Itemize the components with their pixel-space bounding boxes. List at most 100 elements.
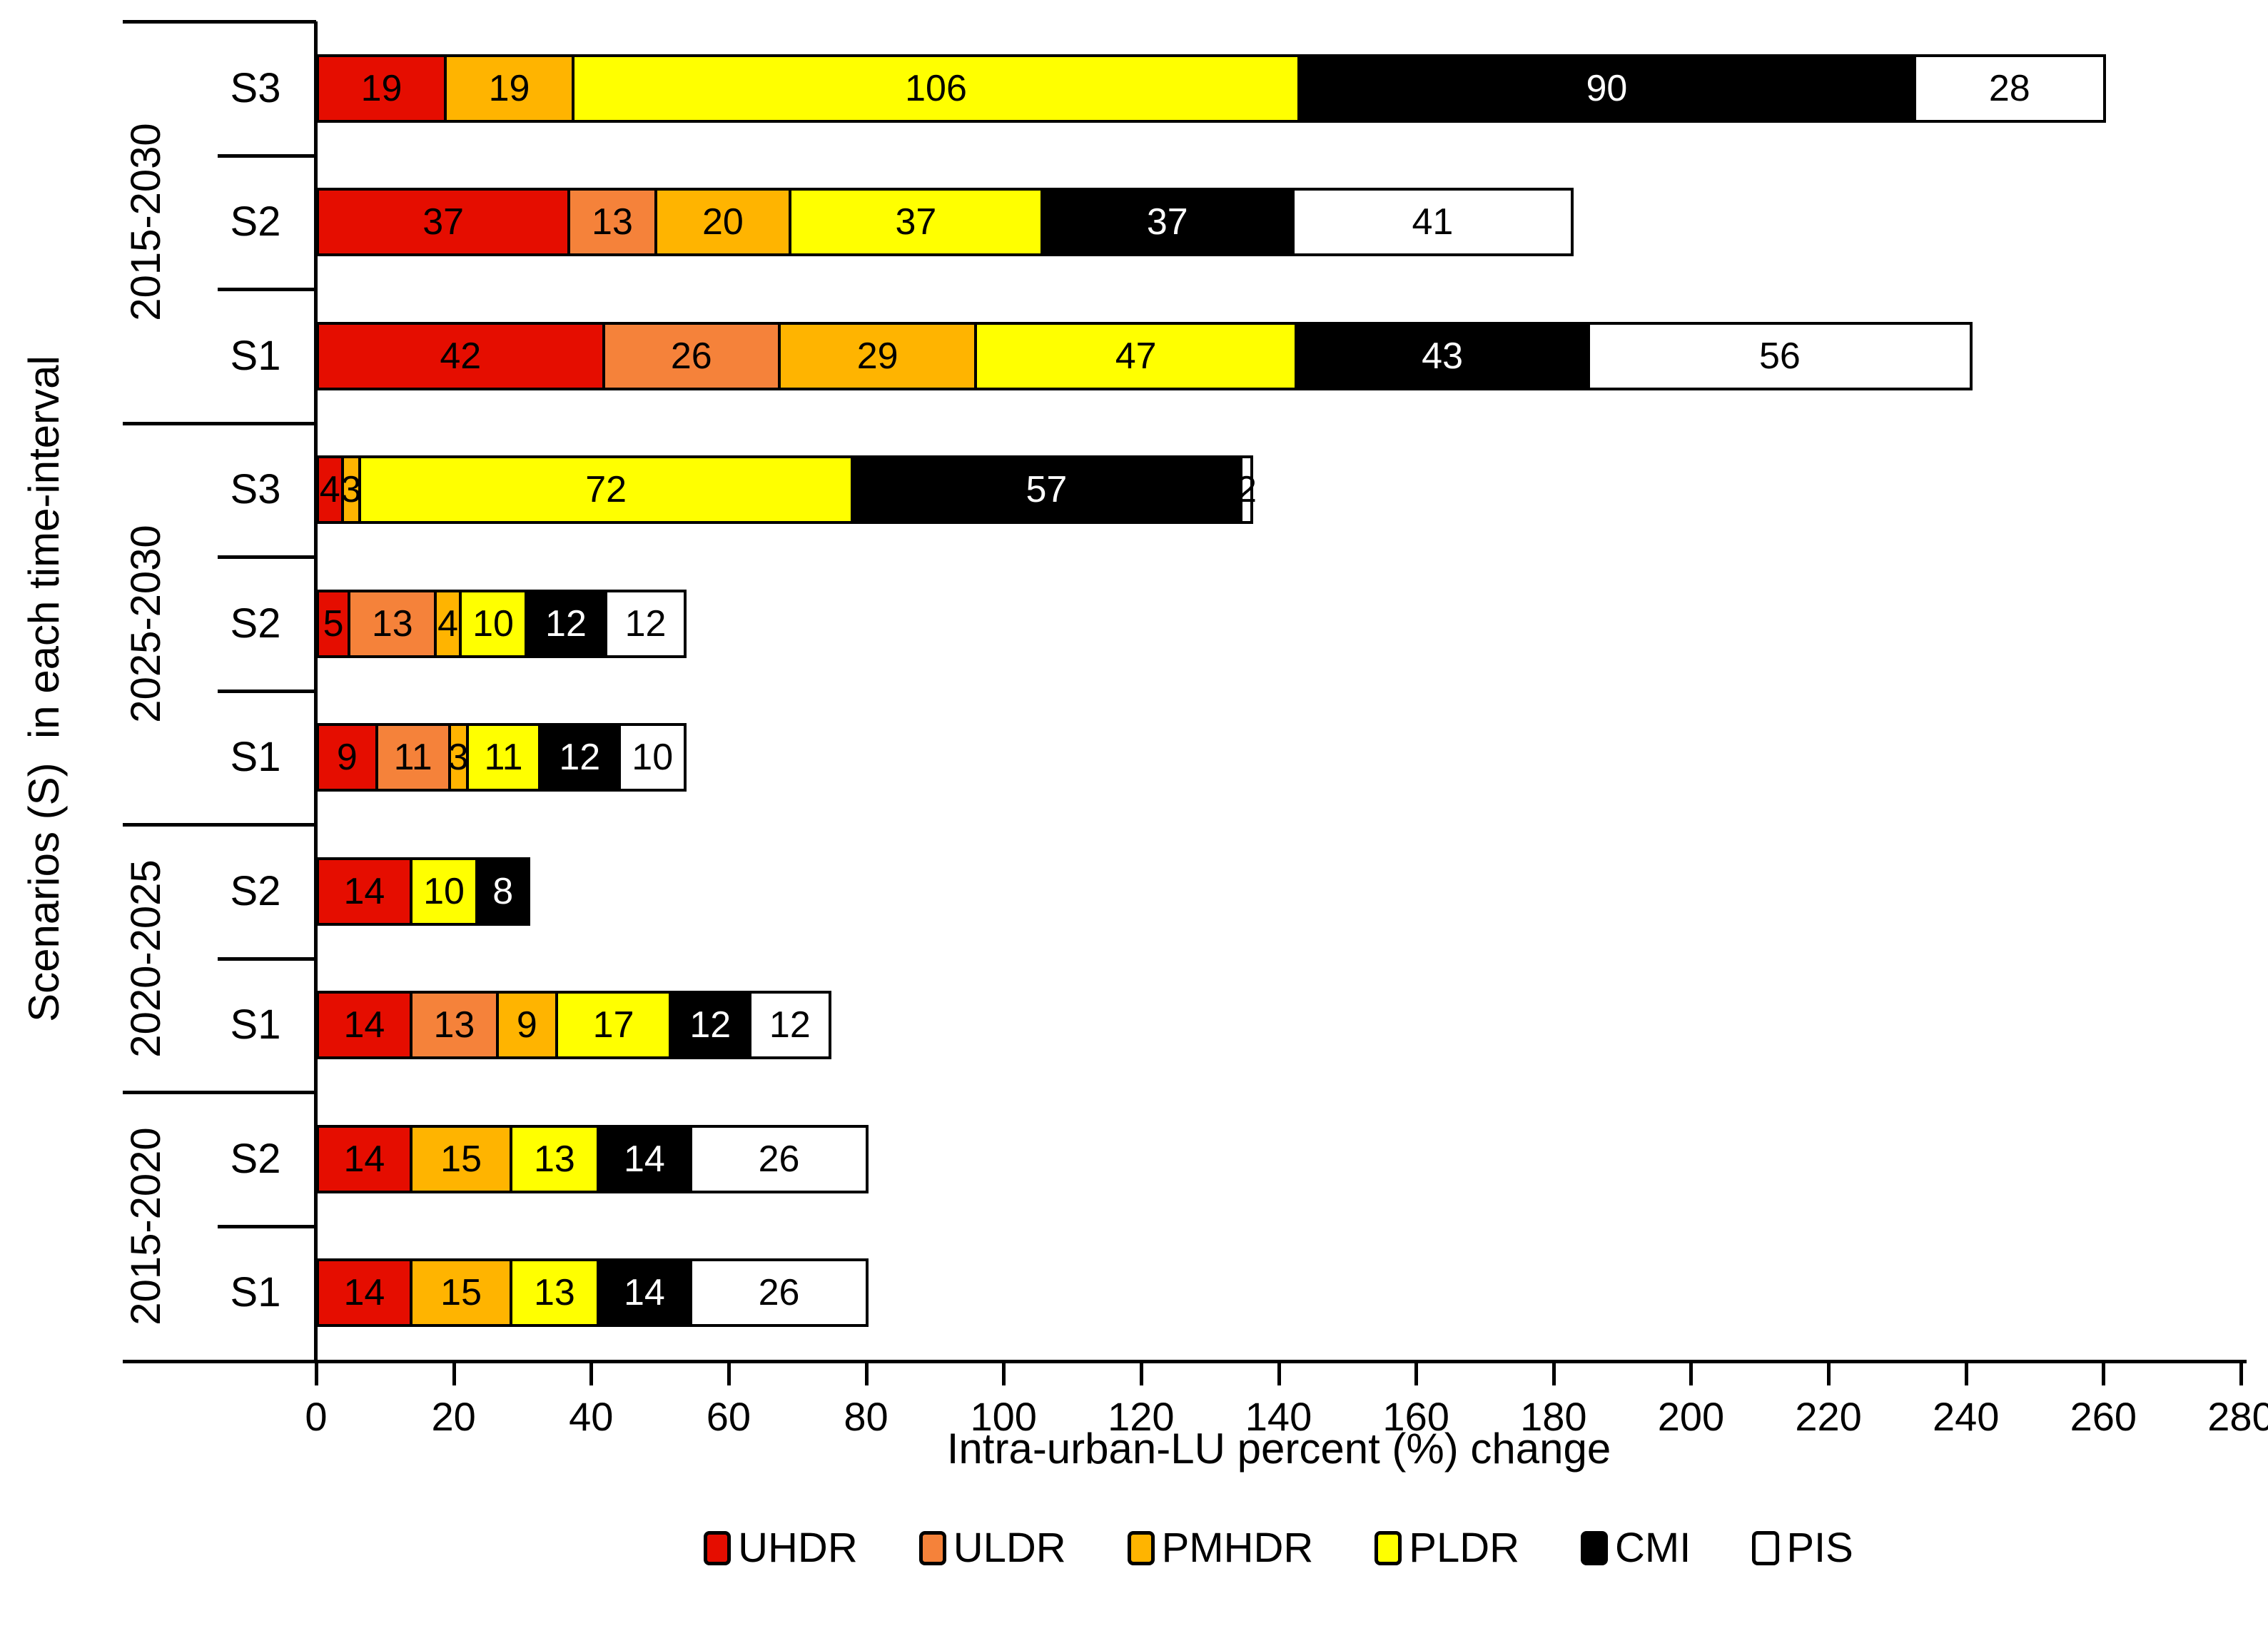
x-tick-label: 200 — [1657, 1394, 1725, 1439]
bar-segment-pmhdr: 3 — [341, 455, 361, 525]
bar-segment-cmi: 14 — [596, 1124, 693, 1193]
x-tick-label: 220 — [1795, 1394, 1862, 1439]
x-axis-tick — [1689, 1360, 1694, 1385]
legend-swatch-uldr-icon — [918, 1531, 946, 1565]
segment-value: 5 — [323, 602, 344, 645]
segment-value: 13 — [433, 1004, 475, 1046]
segment-value: 12 — [769, 1004, 811, 1046]
segment-value: 9 — [516, 1004, 537, 1046]
time-interval-label: 2020-2025 — [123, 859, 169, 1058]
segment-value: 14 — [343, 1004, 385, 1046]
bar-segment-cmi: 14 — [596, 1258, 693, 1328]
x-axis-tick — [2239, 1360, 2243, 1385]
bar-segment-uhdr: 37 — [316, 188, 571, 257]
group-separator-line — [123, 1091, 316, 1094]
bar-segment-cmi: 37 — [1040, 188, 1295, 257]
legend-label: PLDR — [1409, 1525, 1520, 1571]
x-tick-label: 40 — [569, 1394, 614, 1439]
legend-swatch-uhdr-icon — [704, 1531, 731, 1565]
time-interval-label: 2015-2020 — [123, 1126, 169, 1325]
bar-row-2015-2020-S2: 14 15 13 14 26 — [316, 1124, 869, 1193]
time-interval-label: 2025-2030 — [123, 525, 169, 723]
segment-value: 17 — [592, 1004, 634, 1046]
bar-segment-pldr: 106 — [572, 54, 1300, 123]
bar-segment-uhdr: 14 — [316, 1124, 412, 1193]
scenario-separator-line — [218, 153, 316, 158]
x-tick-label: 180 — [1520, 1394, 1587, 1439]
scenario-label: S2 — [230, 867, 281, 914]
segment-value: 15 — [440, 1272, 482, 1314]
scenario-separator-line — [218, 288, 316, 291]
legend-label: ULDR — [953, 1525, 1066, 1571]
segment-value: 12 — [545, 602, 587, 645]
x-axis-line — [123, 1360, 2247, 1363]
segment-value: 12 — [559, 737, 601, 779]
x-tick-label: 160 — [1382, 1394, 1449, 1439]
bar-segment-uhdr: 5 — [316, 589, 351, 658]
segment-value: 12 — [624, 602, 667, 645]
bar-segment-pis: 26 — [689, 1258, 869, 1328]
legend: UHDR ULDR PMHDR PLDR CMI PIS — [316, 1528, 2241, 1569]
segment-value: 26 — [758, 1138, 800, 1180]
segment-value: 19 — [360, 67, 403, 109]
legend-label: CMI — [1615, 1525, 1691, 1571]
bar-segment-cmi: 12 — [669, 991, 752, 1060]
segment-value: 20 — [702, 201, 744, 243]
scenario-label: S3 — [230, 64, 281, 111]
bar-segment-pmhdr: 3 — [448, 723, 469, 792]
bar-segment-pis: 2 — [1236, 455, 1257, 525]
segment-value: 8 — [492, 870, 514, 912]
x-tick-label: 0 — [305, 1394, 328, 1439]
x-tick-label: 120 — [1108, 1394, 1175, 1439]
segment-value: 13 — [533, 1138, 575, 1180]
bar-segment-pis: 28 — [1913, 54, 2106, 123]
segment-value: 14 — [624, 1272, 665, 1314]
legend-item-pis: PIS — [1752, 1528, 1853, 1569]
bar-segment-uhdr: 14 — [316, 991, 412, 1060]
segment-value: 15 — [440, 1138, 482, 1180]
bar-segment-pmhdr: 4 — [434, 589, 462, 658]
segment-value: 29 — [856, 335, 898, 377]
legend-item-pmhdr: PMHDR — [1127, 1528, 1313, 1569]
legend-swatch-pmhdr-icon — [1127, 1531, 1155, 1565]
scenario-label: S1 — [230, 734, 281, 781]
segment-value: 14 — [624, 1138, 665, 1180]
bar-segment-pis: 12 — [749, 991, 831, 1060]
x-axis-tick — [1827, 1360, 1831, 1385]
bar-segment-pldr: 17 — [555, 991, 672, 1060]
x-axis-tick — [1139, 1360, 1143, 1385]
segment-value: 3 — [447, 737, 469, 779]
legend-label: UHDR — [738, 1525, 858, 1571]
segment-value: 41 — [1412, 201, 1454, 243]
x-tick-label: 140 — [1245, 1394, 1312, 1439]
bar-segment-pis: 10 — [618, 723, 687, 792]
bar-row-2015-2030-S2: 37 13 20 37 37 41 — [316, 188, 1574, 257]
bar-segment-uldr: 13 — [567, 188, 657, 257]
segment-value: 26 — [670, 335, 712, 377]
segment-value: 56 — [1758, 335, 1801, 377]
segment-value: 4 — [437, 602, 459, 645]
x-axis-tick — [1964, 1360, 1968, 1385]
segment-value: 4 — [319, 469, 340, 511]
legend-item-cmi: CMI — [1581, 1528, 1691, 1569]
group-separator-line — [123, 20, 316, 24]
bar-segment-uldr: 13 — [348, 589, 437, 658]
scenario-label: S3 — [230, 466, 281, 513]
bar-segment-pldr: 11 — [465, 723, 542, 792]
x-axis-tick — [727, 1360, 731, 1385]
x-axis-tick — [1277, 1360, 1281, 1385]
bar-segment-cmi: 57 — [850, 455, 1242, 525]
segment-value: 10 — [472, 602, 514, 645]
segment-value: 11 — [393, 737, 432, 779]
segment-value: 42 — [440, 335, 482, 377]
bar-segment-cmi: 12 — [538, 723, 622, 792]
bar-segment-uhdr: 9 — [316, 723, 378, 792]
segment-value: 12 — [689, 1004, 731, 1046]
scenario-separator-line — [218, 689, 316, 693]
scenario-label: S2 — [230, 1135, 281, 1182]
bar-segment-pmhdr: 15 — [409, 1258, 513, 1328]
x-axis-tick — [2102, 1360, 2106, 1385]
bar-row-2015-2030-S3: 19 19 106 90 28 — [316, 54, 2106, 123]
scenario-label: S2 — [230, 600, 281, 647]
legend-label: PIS — [1786, 1525, 1853, 1571]
